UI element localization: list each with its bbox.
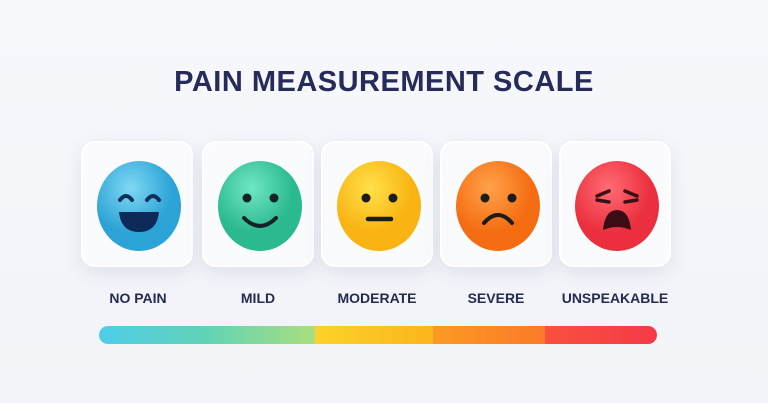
bar-segment-moderate: [315, 326, 433, 344]
anguished-face-icon: [575, 161, 659, 251]
label-mild: MILD: [240, 290, 276, 306]
card-mild: [202, 141, 314, 267]
page-title: PAIN MEASUREMENT SCALE: [174, 66, 594, 98]
card-unspeakable: [559, 141, 671, 267]
smiling-face-icon: [218, 161, 302, 251]
neutral-face-icon: [337, 161, 421, 251]
bar-segment-low: [99, 326, 315, 344]
label-moderate: MODERATE: [337, 290, 417, 306]
bar-segment-unspeakable: [545, 326, 657, 344]
bar-segment-severe: [433, 326, 545, 344]
label-severe: SEVERE: [467, 290, 525, 306]
frowning-face-icon: [456, 161, 540, 251]
card-moderate: [321, 141, 433, 267]
laughing-face-icon: [97, 161, 181, 251]
pain-scale-bar: [99, 326, 657, 344]
label-no-pain: NO PAIN: [109, 290, 167, 306]
card-severe: [440, 141, 552, 267]
card-no-pain: [81, 141, 193, 267]
label-unspeakable: UNSPEAKABLE: [561, 290, 669, 306]
